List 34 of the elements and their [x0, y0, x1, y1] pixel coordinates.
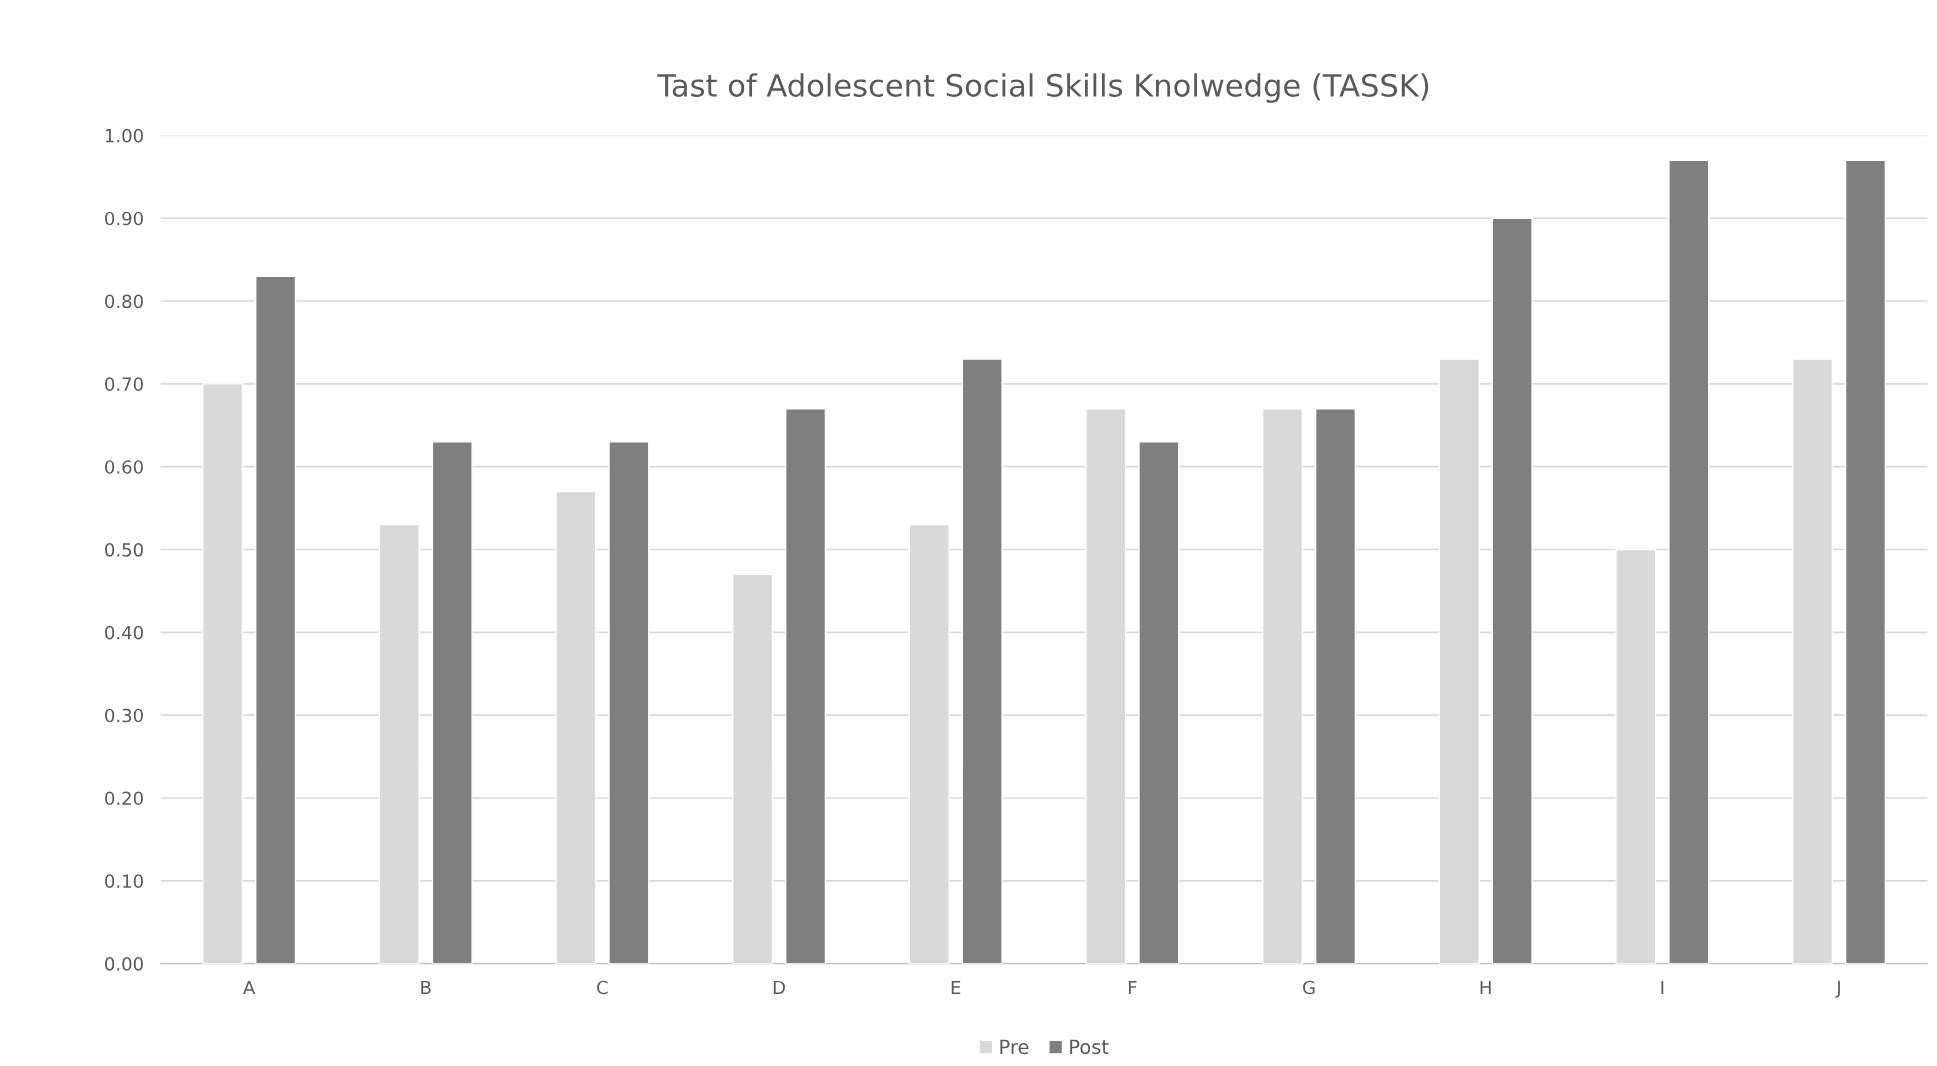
bar	[608, 441, 650, 964]
y-tick-label: 0.70	[105, 377, 143, 391]
x-tick-label: H	[1480, 980, 1491, 995]
y-tick-label: 0.20	[105, 791, 143, 806]
x-tick-label: A	[243, 980, 256, 995]
y-tick-label: 0.40	[105, 625, 143, 640]
y-tick-label: 0.50	[105, 542, 143, 557]
y-tick-label: 0.10	[105, 874, 143, 888]
legend-label: Post	[1070, 1039, 1109, 1055]
x-tick-label: G	[1303, 980, 1315, 995]
x-tick-label: J	[1835, 980, 1840, 998]
bar	[1844, 159, 1887, 964]
x-tick-label: B	[421, 980, 431, 995]
chart-title: Tast of Adolescent Social Skills Knolwedge (TASSK)	[657, 73, 1429, 103]
y-tick-label: 0.90	[105, 211, 143, 226]
bar	[1668, 159, 1710, 964]
bar	[1138, 441, 1180, 964]
bar	[431, 441, 473, 964]
y-tick-label: 0.30	[105, 708, 143, 723]
x-tick-label: F	[1128, 980, 1137, 995]
x-tick-label: D	[773, 980, 785, 995]
x-tick-label: I	[1661, 980, 1664, 995]
x-tick-label: C	[597, 980, 608, 995]
bar	[1491, 217, 1533, 964]
y-tick-label: 0.80	[105, 294, 143, 309]
bar	[255, 275, 297, 964]
bar	[961, 358, 1003, 964]
bar	[784, 408, 827, 964]
y-tick-label: 0.60	[105, 460, 143, 474]
y-tick-label: 1.00	[105, 128, 143, 143]
bar	[1314, 408, 1357, 964]
y-tick-label: 0.00	[105, 957, 143, 971]
x-tick-label: E	[951, 980, 961, 995]
legend-label: Pre	[1000, 1039, 1029, 1055]
